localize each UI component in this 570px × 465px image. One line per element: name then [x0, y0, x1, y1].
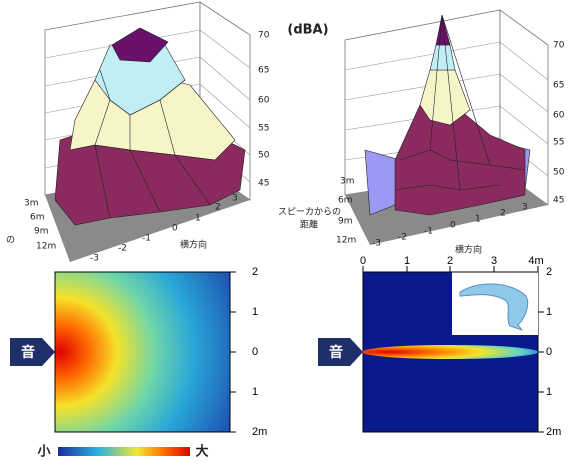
z-tick-label: 50: [258, 151, 270, 161]
z-tick-label: 70: [553, 41, 565, 51]
y-tick-label: 1: [546, 386, 552, 398]
ticks: [362, 266, 544, 433]
x-tick-label: 4m: [528, 255, 543, 267]
source-label: 音: [21, 344, 35, 361]
z-tick-label: 55: [553, 138, 564, 148]
heatmap: [54, 271, 231, 433]
surface-mesh: [69, 69, 216, 219]
lateral-tick-label: -3: [90, 254, 99, 264]
depth-tick-label: 6m: [30, 213, 45, 223]
lateral-tick-label: -2: [398, 233, 407, 243]
colorbar-min-label: 小: [37, 445, 50, 460]
depth-tick-label: 9m: [338, 217, 353, 227]
lateral-tick-label: 0: [172, 224, 178, 234]
lateral-tick-label: 1: [195, 214, 201, 224]
z-tick-label: 70: [258, 31, 270, 41]
depth-label: の: [6, 236, 15, 246]
lateral-tick-label: -2: [118, 244, 127, 254]
surface-band: [435, 14, 451, 46]
lateral-tick-label: 0: [450, 221, 456, 231]
z-tick-label: 55: [258, 124, 269, 134]
z-tick-label: 60: [258, 96, 270, 106]
z-tick-label: 65: [258, 66, 269, 76]
source-arrow: [10, 338, 55, 366]
y-tick-label: 2: [546, 266, 552, 278]
heatmap-right: 0 1 2 3 4m 2 1 0 1 2m 音: [318, 255, 561, 438]
ticks: [230, 271, 236, 433]
depth-tick-label: 9m: [34, 227, 49, 237]
z-tick-label: 45: [258, 179, 269, 189]
lateral-tick-label: 2: [500, 209, 506, 219]
x-tick-label: 0: [360, 255, 366, 267]
colorbar-scale: [58, 447, 190, 456]
y-tick-label: 1: [546, 306, 552, 318]
y-tick-label: 1: [252, 386, 258, 398]
lateral-tick-label: 3: [522, 203, 528, 213]
y-tick-label: 2: [252, 266, 258, 278]
lateral-label: 横方向: [180, 239, 207, 251]
lateral-tick-label: -1: [142, 234, 151, 244]
colorbar-max-label: 大: [195, 444, 208, 460]
surface-band: [111, 27, 169, 63]
dolphin: [459, 283, 529, 332]
z-tick-label: 65: [553, 81, 564, 91]
depth-label: スピーカからの: [278, 207, 341, 218]
lateral-tick-label: -3: [372, 239, 381, 249]
x-tick-label: 2: [447, 255, 453, 267]
lateral-tick-label: -1: [424, 227, 433, 237]
surface-right: [344, 9, 549, 245]
z-tick-label: 60: [553, 111, 565, 121]
depth-tick-label: 3m: [24, 199, 39, 209]
depth-tick-label: 12m: [336, 236, 356, 246]
surface-left-labels: 70 65 60 55 50 45 3m 6m 9m 12m の -3 -2 -…: [6, 31, 270, 264]
lateral-tick-label: 3: [232, 194, 238, 204]
colorbar: 小 大: [37, 444, 208, 460]
surface-right-labels: 70 65 60 55 50 45 スピーカからの 距離 3m 6m 9m 12…: [278, 41, 565, 256]
depth-tick-label: 12m: [36, 242, 56, 252]
x-tick-label: 1: [404, 255, 410, 267]
beam: [362, 345, 538, 359]
heatmap-left: 2 1 0 1 2m 音: [10, 266, 267, 438]
lateral-label: 横方向: [455, 244, 482, 256]
y-tick-label: 2m: [252, 426, 267, 438]
unit-label: (dBA): [287, 23, 328, 38]
x-tick-label: 3: [491, 255, 497, 267]
y-tick-label: 0: [546, 346, 552, 358]
depth-tick-label: 6m: [338, 196, 353, 206]
surface-mesh: [394, 14, 526, 191]
y-tick-label: 1: [252, 306, 258, 318]
surface-left: [44, 1, 251, 262]
depth-label: 距離: [300, 219, 318, 231]
lateral-tick-label: 2: [215, 203, 221, 213]
source-label: 音: [329, 344, 343, 361]
source-arrow: [318, 338, 363, 366]
depth-tick-label: 3m: [340, 177, 355, 187]
lateral-tick-label: 1: [475, 215, 481, 225]
z-tick-label: 50: [553, 168, 565, 178]
y-tick-label: 2m: [546, 426, 561, 438]
y-tick-label: 0: [252, 346, 258, 358]
z-tick-label: 45: [553, 196, 564, 206]
